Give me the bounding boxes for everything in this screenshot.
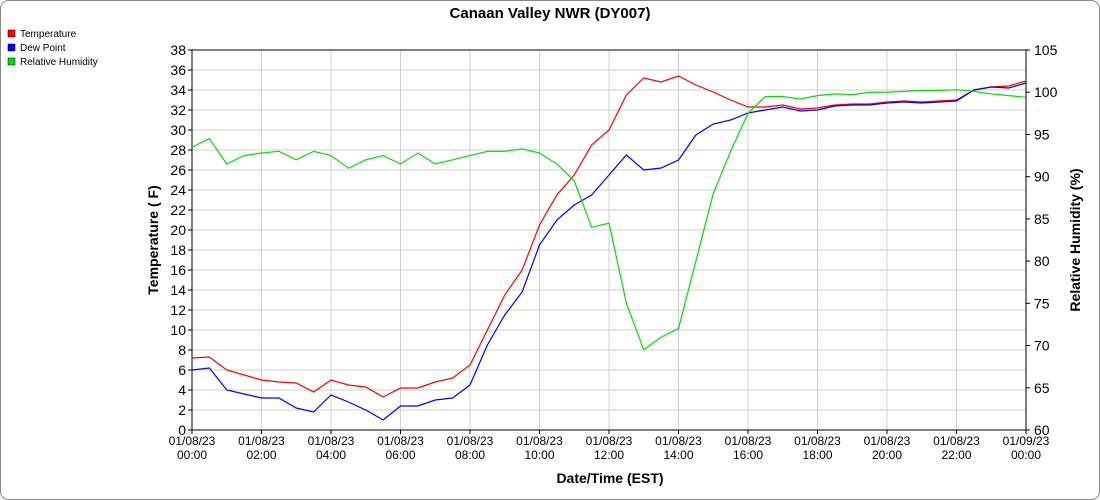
plot-frame <box>191 49 1027 431</box>
y-tick-label: 18 <box>170 242 186 258</box>
y2-tick-label: 95 <box>1034 126 1050 142</box>
y2-tick-label: 100 <box>1034 84 1058 100</box>
y-tick-label: 24 <box>170 182 186 198</box>
y2-tick-label: 90 <box>1034 169 1050 185</box>
x-tick-label: 01/08/23 12:00 <box>586 434 633 462</box>
series-line <box>191 82 1027 421</box>
y-tick-label: 4 <box>178 382 186 398</box>
y2-tick-label: 105 <box>1034 42 1058 58</box>
legend-label: Dew Point <box>20 43 66 54</box>
series-line <box>191 75 1027 398</box>
legend-swatch <box>7 57 16 66</box>
legend-swatch <box>7 43 16 52</box>
y-tick-label: 28 <box>170 142 186 158</box>
x-tick-label: 01/08/23 22:00 <box>933 434 980 462</box>
series-line <box>191 89 1027 351</box>
y2-tick-label: 60 <box>1034 422 1050 438</box>
legend-swatch <box>7 29 16 38</box>
y-tick-label: 8 <box>178 342 186 358</box>
x-tick-label: 01/08/23 04:00 <box>308 434 355 462</box>
y-tick-label: 2 <box>178 402 186 418</box>
y-tick-label: 22 <box>170 202 186 218</box>
x-tick-label: 01/08/23 16:00 <box>725 434 772 462</box>
x-tick-label: 01/08/23 08:00 <box>447 434 494 462</box>
x-axis-label: Date/Time (EST) <box>556 470 663 486</box>
legend-label: Temperature <box>20 29 77 40</box>
y-tick-label: 12 <box>170 302 186 318</box>
y-tick-label: 38 <box>170 42 186 58</box>
y-tick-label: 16 <box>170 262 186 278</box>
y2-tick-label: 85 <box>1034 211 1050 227</box>
y-tick-label: 36 <box>170 62 186 78</box>
x-tick-label: 01/09/23 00:00 <box>1003 434 1050 462</box>
x-tick-label: 01/08/23 20:00 <box>864 434 911 462</box>
y-axis-label: Temperature ( F) <box>145 185 161 294</box>
chart-title: Canaan Valley NWR (DY007) <box>450 5 651 22</box>
y-tick-label: 6 <box>178 362 186 378</box>
y-tick-label: 34 <box>170 82 186 98</box>
y-tick-label: 20 <box>170 222 186 238</box>
x-tick-label: 01/08/23 02:00 <box>238 434 285 462</box>
legend-label: Relative Humidity <box>20 57 98 68</box>
y-tick-label: 14 <box>170 282 186 298</box>
x-tick-label: 01/08/23 18:00 <box>794 434 841 462</box>
x-tick-label: 01/08/23 14:00 <box>655 434 702 462</box>
x-tick-label: 01/08/23 06:00 <box>377 434 424 462</box>
y-tick-label: 10 <box>170 322 186 338</box>
x-tick-label: 01/08/23 10:00 <box>516 434 563 462</box>
y-tick-label: 30 <box>170 122 186 138</box>
y2-tick-label: 65 <box>1034 380 1050 396</box>
y-tick-label: 0 <box>178 422 186 438</box>
y2-tick-label: 80 <box>1034 253 1050 269</box>
y2-tick-label: 70 <box>1034 338 1050 354</box>
y2-tick-label: 75 <box>1034 295 1050 311</box>
x-tick-label: 01/08/23 00:00 <box>169 434 216 462</box>
y-tick-label: 32 <box>170 102 186 118</box>
y2-axis-label: Relative Humidity (%) <box>1067 168 1083 311</box>
y-tick-label: 26 <box>170 162 186 178</box>
